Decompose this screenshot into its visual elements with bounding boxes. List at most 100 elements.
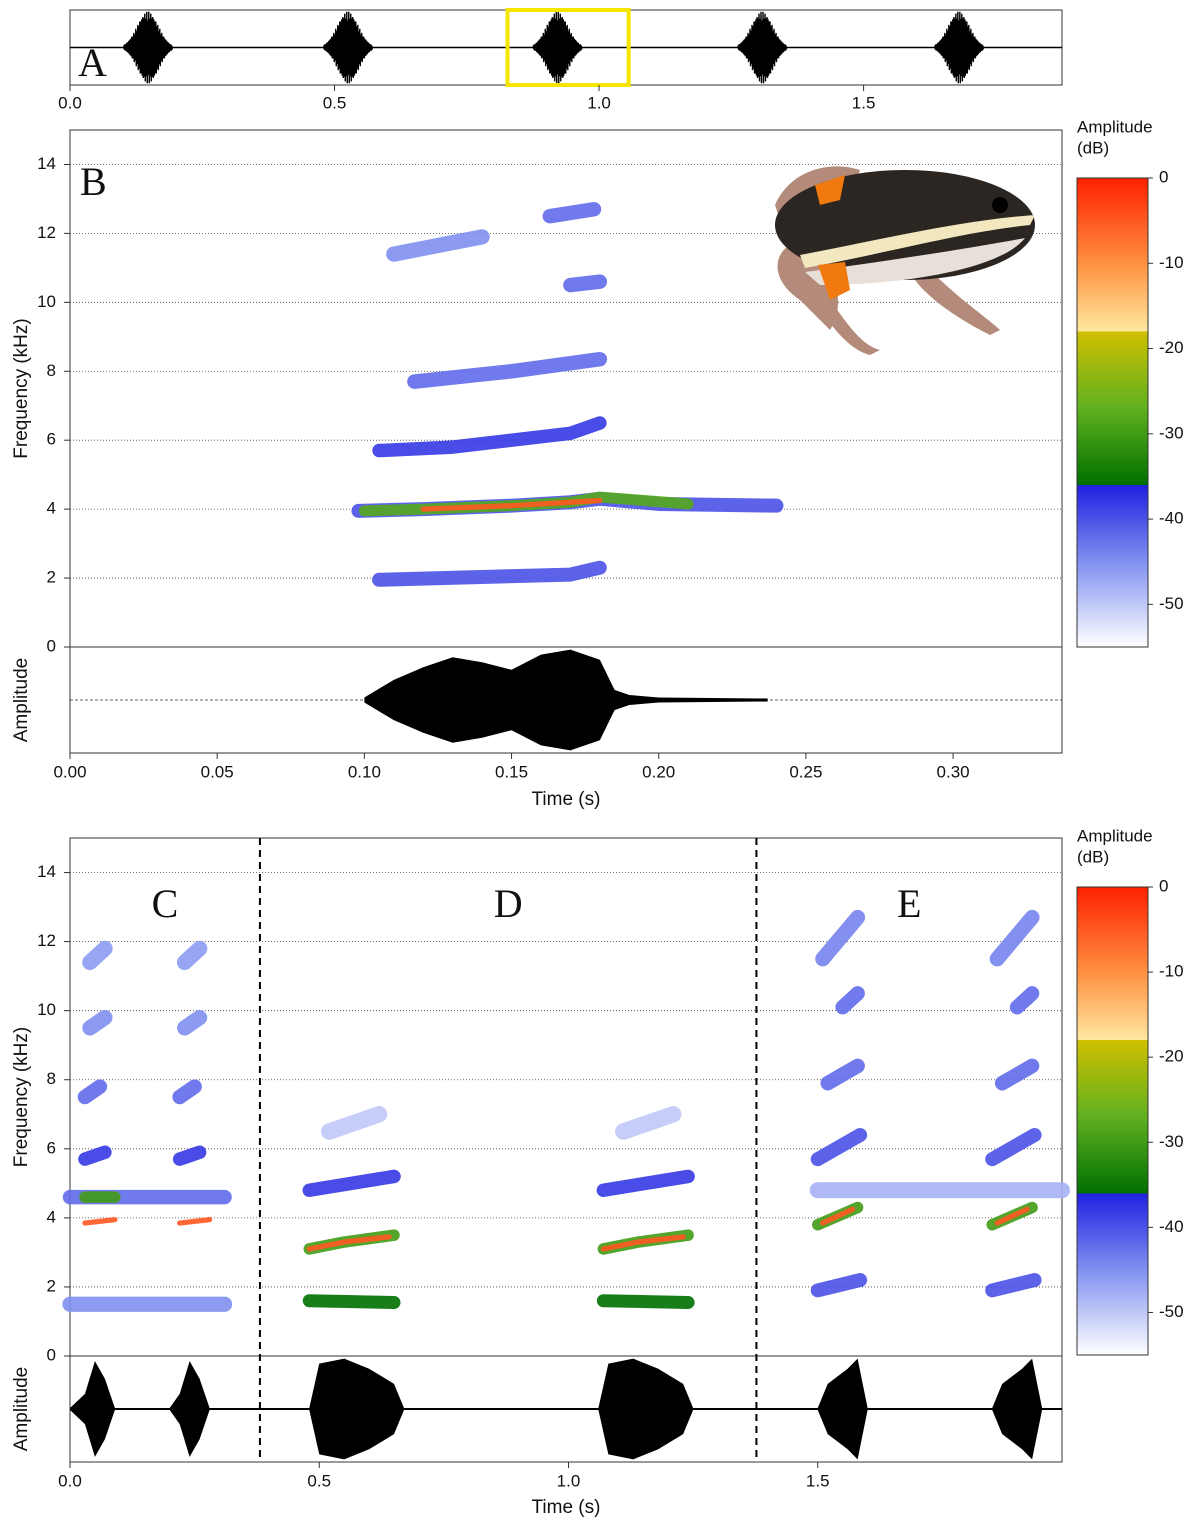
x-tick-label: 0.15 — [495, 762, 528, 781]
colorbar-tick-label: -10 — [1159, 253, 1184, 272]
colorbar-tick-label: 0 — [1159, 876, 1168, 895]
harmonic-track — [309, 1176, 394, 1190]
waveform-envelope — [70, 1409, 1062, 1459]
harmonic-track — [603, 1301, 688, 1303]
harmonic-track — [379, 423, 600, 451]
call-burst — [738, 12, 787, 84]
harmonic-track — [394, 237, 482, 254]
colorbar-tick-label: -30 — [1159, 423, 1184, 442]
harmonic-track — [823, 917, 858, 958]
x-tick-label: 0.5 — [323, 93, 347, 112]
call-burst — [533, 12, 582, 84]
harmonic-track — [180, 1220, 210, 1223]
harmonic-track — [180, 1152, 200, 1159]
harmonic-track — [85, 1087, 100, 1097]
harmonic-track — [570, 282, 599, 285]
y-tick-label: 14 — [37, 862, 56, 881]
harmonic-track — [309, 1301, 394, 1303]
harmonic-track — [85, 1220, 115, 1223]
x-axis-title: Time (s) — [532, 1497, 601, 1518]
colorbar-title: Amplitude — [1077, 117, 1153, 136]
y-tick-label: 12 — [37, 223, 56, 242]
harmonic-track — [550, 209, 594, 216]
call-burst — [324, 12, 373, 84]
colorbar-tick-label: -20 — [1159, 338, 1184, 357]
harmonic-track — [185, 1018, 200, 1028]
harmonic-track — [843, 993, 858, 1007]
colorbar-tick-label: -40 — [1159, 509, 1184, 528]
frog-photo — [775, 166, 1035, 355]
x-tick-label: 0.5 — [307, 1471, 331, 1490]
amplitude-title: Amplitude — [11, 658, 32, 743]
y-tick-label: 10 — [37, 1000, 56, 1019]
harmonic-track — [1017, 993, 1032, 1007]
colorbar-tick-label: -30 — [1159, 1132, 1184, 1151]
harmonic-track — [1002, 1066, 1032, 1083]
colorbar-tick-label: -40 — [1159, 1217, 1184, 1236]
y-tick-label: 10 — [37, 292, 56, 311]
y-axis-title: Frequency (kHz) — [11, 318, 32, 458]
colorbar-tick-label: -20 — [1159, 1047, 1184, 1066]
x-tick-label: 0.10 — [348, 762, 381, 781]
y-tick-label: 4 — [47, 499, 56, 518]
y-tick-label: 14 — [37, 154, 56, 173]
harmonic-track — [997, 917, 1032, 958]
harmonic-track — [603, 1176, 688, 1190]
waveform-envelope — [364, 650, 767, 700]
y-tick-label: 2 — [47, 1276, 56, 1295]
y-axis-title: Frequency (kHz) — [11, 1027, 32, 1167]
x-tick-label: 0.20 — [642, 762, 675, 781]
x-tick-label: 0.00 — [53, 762, 86, 781]
colorbar-tick-label: -50 — [1159, 594, 1184, 613]
x-tick-label: 1.5 — [806, 1471, 830, 1490]
section-letter: C — [152, 881, 179, 926]
y-tick-label: 4 — [47, 1207, 56, 1226]
x-tick-label: 1.0 — [557, 1471, 581, 1490]
harmonic-track — [992, 1280, 1034, 1290]
harmonic-track — [329, 1114, 379, 1131]
harmonic-track — [379, 568, 600, 580]
x-axis-title: Time (s) — [532, 789, 601, 810]
y-tick-label: 6 — [47, 430, 56, 449]
amplitude-title: Amplitude — [11, 1367, 32, 1452]
harmonic-track — [85, 1152, 105, 1159]
harmonic-track — [90, 1018, 105, 1028]
harmonic-track — [818, 1135, 860, 1159]
harmonic-track — [623, 1114, 673, 1131]
x-tick-label: 1.5 — [852, 93, 876, 112]
x-tick-label: 0.0 — [58, 93, 82, 112]
colorbar-title: Amplitude — [1077, 826, 1153, 845]
section-letter: D — [494, 881, 523, 926]
y-tick-label: 2 — [47, 568, 56, 587]
colorbar-title: (dB) — [1077, 138, 1109, 157]
y-tick-label: 6 — [47, 1138, 56, 1157]
x-tick-label: 1.0 — [587, 93, 611, 112]
y-tick-label: 8 — [47, 361, 56, 380]
call-burst — [124, 12, 173, 84]
harmonic-track — [90, 949, 105, 963]
y-tick-label: 8 — [47, 1069, 56, 1088]
colorbar-tick-label: -10 — [1159, 962, 1184, 981]
section-letter: E — [897, 881, 921, 926]
waveform-envelope — [70, 1359, 1062, 1409]
x-tick-label: 0.30 — [937, 762, 970, 781]
colorbar — [1077, 887, 1148, 1355]
y-tick-label: 0 — [47, 1345, 56, 1364]
colorbar-title: (dB) — [1077, 847, 1109, 866]
harmonic-track — [992, 1135, 1034, 1159]
harmonic-track — [180, 1087, 195, 1097]
y-tick-label: 12 — [37, 931, 56, 950]
call-burst — [935, 12, 984, 84]
harmonic-track — [818, 1280, 860, 1290]
x-tick-label: 0.25 — [789, 762, 822, 781]
panel-letter: A — [78, 40, 107, 85]
colorbar — [1077, 178, 1148, 647]
harmonic-track — [185, 949, 200, 963]
waveform-envelope — [364, 700, 767, 750]
harmonic-track — [828, 1066, 858, 1083]
x-tick-label: 0.05 — [201, 762, 234, 781]
harmonic-track — [414, 359, 599, 381]
colorbar-tick-label: 0 — [1159, 167, 1168, 186]
